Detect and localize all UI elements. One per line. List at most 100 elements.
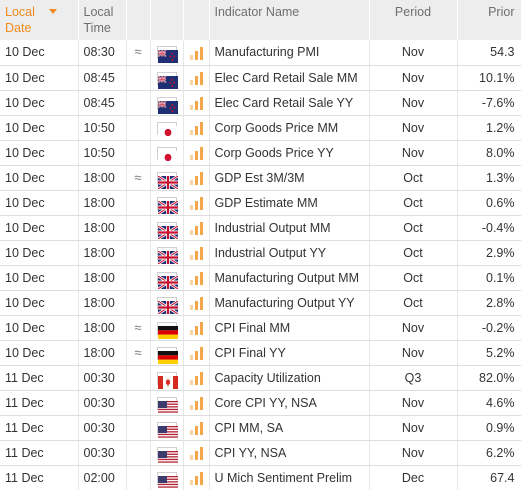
uk-flag-icon <box>156 221 179 239</box>
row-date: 11 Dec <box>0 440 79 466</box>
row-prior: 1.3% <box>457 165 521 191</box>
importance-cell <box>183 290 210 316</box>
table-row[interactable]: 10 Dec 18:00 ≈ CPI Final YY Nov 5.2% <box>0 340 521 366</box>
column-header-indicator-name[interactable]: Indicator Name <box>209 0 370 40</box>
jp-flag-icon <box>156 121 178 139</box>
row-period: Dec <box>369 465 458 490</box>
importance-cell <box>183 240 210 266</box>
row-date: 10 Dec <box>0 65 79 91</box>
importance-cell <box>183 390 210 416</box>
table-row[interactable]: 10 Dec 18:00 GDP Estimate MM Oct 0.6% <box>0 190 521 216</box>
column-header-period[interactable]: Period <box>369 0 458 40</box>
table-row[interactable]: 10 Dec 18:00 Industrial Output MM Oct -0.4% <box>0 215 521 241</box>
row-period: Nov <box>369 90 458 116</box>
country-cell <box>150 290 184 316</box>
row-prior: 0.1% <box>457 265 521 291</box>
importance-cell <box>183 340 210 366</box>
row-indicator-name[interactable]: Industrial Output YY <box>209 240 370 266</box>
row-date: 10 Dec <box>0 315 79 341</box>
row-indicator-name[interactable]: Core CPI YY, NSA <box>209 390 370 416</box>
row-period: Oct <box>369 265 458 291</box>
row-indicator-name[interactable]: Manufacturing PMI <box>209 40 370 66</box>
row-prior: -0.4% <box>457 215 521 241</box>
table-row[interactable]: 11 Dec 00:30 CPI YY, NSA Nov 6.2% <box>0 440 521 466</box>
importance-bars-icon <box>189 296 203 311</box>
table-row[interactable]: 10 Dec 08:45 Elec Card Retail Sale YY Nov -7… <box>0 90 521 116</box>
row-indicator-name[interactable]: Elec Card Retail Sale MM <box>209 65 370 91</box>
country-cell <box>150 90 184 116</box>
table-row[interactable]: 10 Dec 18:00 ≈ GDP Est 3M/3M Oct 1.3% <box>0 165 521 191</box>
row-indicator-name[interactable]: Manufacturing Output YY <box>209 290 370 316</box>
approx-icon: ≈ <box>126 315 151 341</box>
table-row[interactable]: 11 Dec 00:30 Core CPI YY, NSA Nov 4.6% <box>0 390 521 416</box>
importance-bars-icon <box>189 246 203 261</box>
column-header-prior[interactable]: Prior <box>457 0 521 40</box>
row-indicator-name[interactable]: CPI Final YY <box>209 340 370 366</box>
importance-cell <box>183 215 210 241</box>
table-row[interactable]: 10 Dec 10:50 Corp Goods Price YY Nov 8.0% <box>0 140 521 166</box>
local-date-label-line1: Local <box>5 5 35 19</box>
de-flag-icon <box>156 346 178 364</box>
row-date: 11 Dec <box>0 390 79 416</box>
table-row[interactable]: 10 Dec 10:50 Corp Goods Price MM Nov 1.2% <box>0 115 521 141</box>
importance-cell <box>183 90 210 116</box>
row-indicator-name[interactable]: Corp Goods Price YY <box>209 140 370 166</box>
row-indicator-name[interactable]: Industrial Output MM <box>209 215 370 241</box>
table-row[interactable]: 11 Dec 02:00 U Mich Sentiment Prelim Dec 67.… <box>0 465 521 490</box>
importance-bars-icon <box>189 421 203 436</box>
row-prior: 6.2% <box>457 440 521 466</box>
row-time: 00:30 <box>78 440 127 466</box>
table-row[interactable]: 10 Dec 18:00 Manufacturing Output MM Oct 0.1… <box>0 265 521 291</box>
row-prior: 82.0% <box>457 365 521 391</box>
nz-flag-icon <box>156 96 178 114</box>
importance-cell <box>183 115 210 141</box>
row-date: 11 Dec <box>0 415 79 441</box>
row-indicator-name[interactable]: Manufacturing Output MM <box>209 265 370 291</box>
table-row[interactable]: 10 Dec 08:30 ≈ Manufacturing PMI Nov 54.3 <box>0 40 521 66</box>
jp-flag-icon <box>156 146 178 164</box>
importance-bars-icon <box>189 446 203 461</box>
importance-bars-icon <box>189 271 203 286</box>
row-prior: 8.0% <box>457 140 521 166</box>
row-indicator-name[interactable]: Elec Card Retail Sale YY <box>209 90 370 116</box>
row-indicator-name[interactable]: CPI MM, SA <box>209 415 370 441</box>
importance-bars-icon <box>189 396 203 411</box>
country-cell <box>150 140 184 166</box>
row-indicator-name[interactable]: U Mich Sentiment Prelim <box>209 465 370 490</box>
country-cell <box>150 440 184 466</box>
importance-bars-icon <box>189 471 203 486</box>
column-header-local-time[interactable]: Local Time <box>78 0 127 40</box>
row-indicator-name[interactable]: CPI Final MM <box>209 315 370 341</box>
row-date: 10 Dec <box>0 340 79 366</box>
row-indicator-name[interactable]: Corp Goods Price MM <box>209 115 370 141</box>
row-indicator-name[interactable]: GDP Estimate MM <box>209 190 370 216</box>
sort-descending-icon <box>48 9 57 14</box>
country-cell <box>150 190 184 216</box>
importance-cell <box>183 315 210 341</box>
table-row[interactable]: 11 Dec 00:30 Capacity Utilization Q3 82.0% <box>0 365 521 391</box>
row-date: 10 Dec <box>0 140 79 166</box>
table-row[interactable]: 10 Dec 18:00 Manufacturing Output YY Oct 2.8… <box>0 290 521 316</box>
table-row[interactable]: 10 Dec 18:00 ≈ CPI Final MM Nov -0.2% <box>0 315 521 341</box>
table-row[interactable]: 10 Dec 18:00 Industrial Output YY Oct 2.9% <box>0 240 521 266</box>
local-time-label-line2: Time <box>83 21 111 35</box>
country-cell <box>150 365 184 391</box>
row-period: Q3 <box>369 365 458 391</box>
approx-icon <box>126 465 151 490</box>
table-row[interactable]: 10 Dec 08:45 Elec Card Retail Sale MM Nov 10… <box>0 65 521 91</box>
approx-icon <box>126 115 151 141</box>
row-time: 00:30 <box>78 415 127 441</box>
row-period: Nov <box>369 65 458 91</box>
table-row[interactable]: 11 Dec 00:30 CPI MM, SA Nov 0.9% <box>0 415 521 441</box>
row-indicator-name[interactable]: GDP Est 3M/3M <box>209 165 370 191</box>
importance-bars-icon <box>189 46 203 60</box>
row-time: 18:00 <box>78 165 127 191</box>
row-date: 10 Dec <box>0 90 79 116</box>
row-indicator-name[interactable]: Capacity Utilization <box>209 365 370 391</box>
country-cell <box>150 390 184 416</box>
row-period: Oct <box>369 240 458 266</box>
row-time: 08:45 <box>78 90 127 116</box>
us-flag-icon <box>156 396 178 414</box>
column-header-local-date[interactable]: Local Date <box>0 0 79 40</box>
row-indicator-name[interactable]: CPI YY, NSA <box>209 440 370 466</box>
